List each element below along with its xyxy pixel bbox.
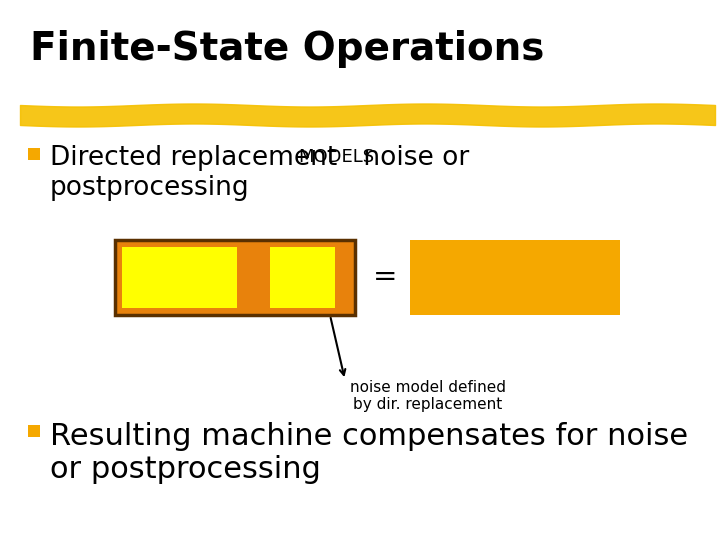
Text: Directed replacement: Directed replacement [50,145,346,171]
Bar [122,247,237,308]
Bar [28,148,40,160]
Text: p(x, noisy y): p(x, noisy y) [433,265,597,291]
Text: p(x,y): p(x,y) [141,265,218,291]
Text: noise model defined
by dir. replacement: noise model defined by dir. replacement [350,380,506,413]
Text: =: = [373,264,397,292]
Text: Finite-State Operations: Finite-State Operations [30,30,544,68]
Text: Resulting machine compensates for noise: Resulting machine compensates for noise [50,422,688,451]
Text: MODELS: MODELS [298,148,374,166]
Text: D: D [290,264,315,292]
Text: or postprocessing: or postprocessing [50,455,321,484]
Text: noise or: noise or [355,145,469,171]
Bar [115,240,355,315]
Text: o: o [251,266,265,289]
Text: postprocessing: postprocessing [50,175,250,201]
Bar [410,240,620,315]
Bar [28,425,40,437]
Bar [270,247,335,308]
